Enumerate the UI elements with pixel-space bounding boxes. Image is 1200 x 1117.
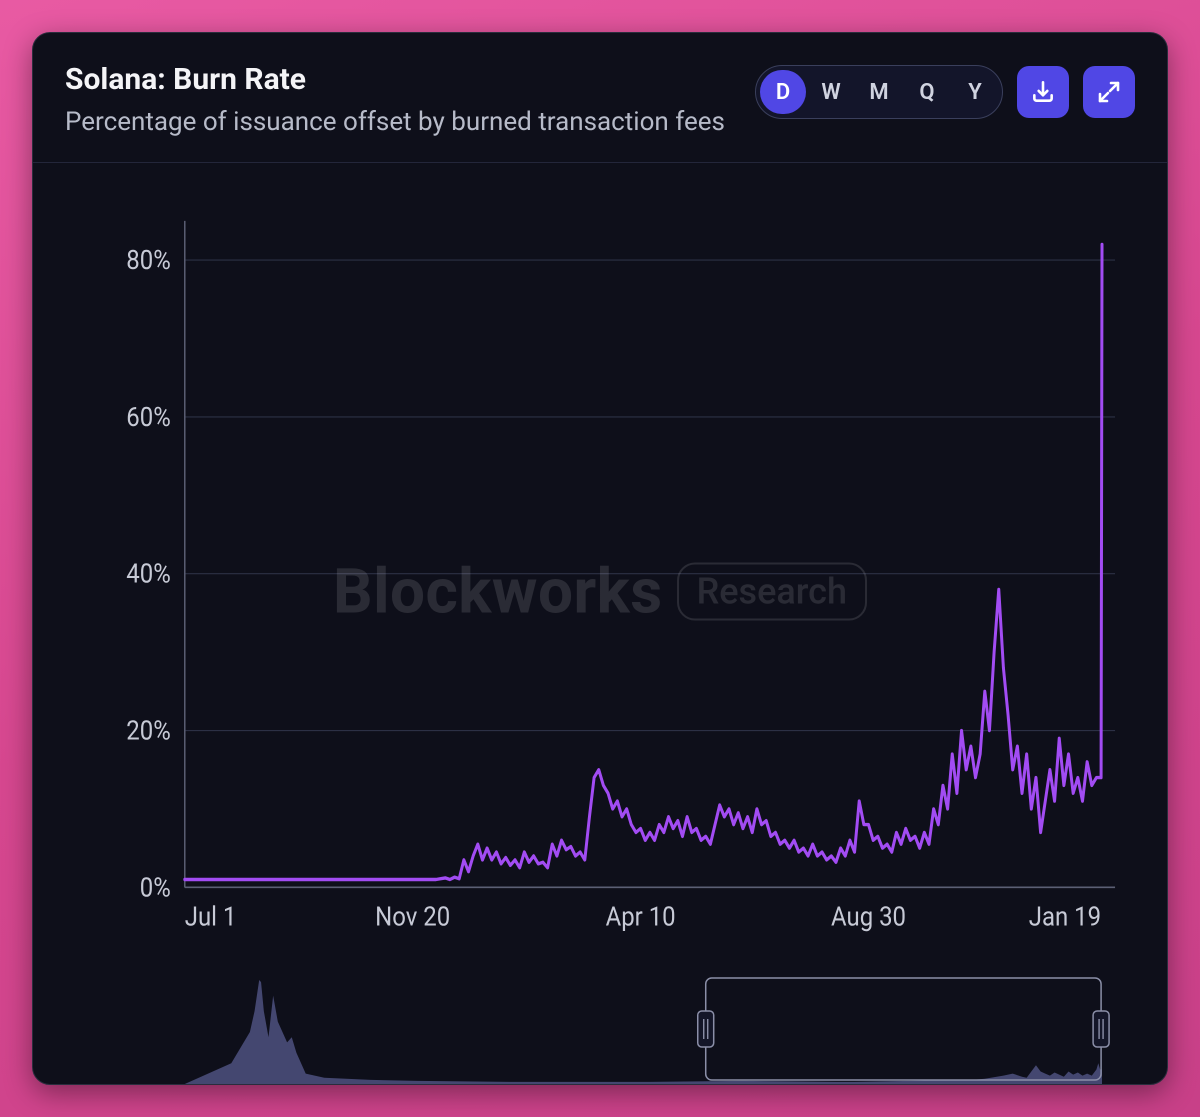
download-button[interactable] xyxy=(1017,66,1069,118)
svg-text:40%: 40% xyxy=(126,558,170,590)
brush-chart[interactable] xyxy=(65,974,1135,1084)
timeframe-y-button[interactable]: Y xyxy=(952,70,998,114)
svg-text:0%: 0% xyxy=(140,872,171,904)
svg-text:60%: 60% xyxy=(126,401,170,433)
svg-text:Apr 10: Apr 10 xyxy=(606,901,676,933)
timeframe-toggle-group: DWMQY xyxy=(755,65,1003,119)
svg-text:Nov 20: Nov 20 xyxy=(375,901,450,933)
expand-icon xyxy=(1097,80,1121,104)
expand-button[interactable] xyxy=(1083,66,1135,118)
chart-card: Solana: Burn Rate Percentage of issuance… xyxy=(32,32,1168,1085)
download-icon xyxy=(1030,79,1056,105)
title-block: Solana: Burn Rate Percentage of issuance… xyxy=(65,61,735,140)
svg-text:Jan 19: Jan 19 xyxy=(1029,901,1101,933)
header-controls: DWMQY xyxy=(755,65,1135,119)
timeframe-m-button[interactable]: M xyxy=(856,70,902,114)
chart-body: Blockworks Research 0%20%40%60%80%Jul 1N… xyxy=(33,163,1167,1084)
chart-title: Solana: Burn Rate xyxy=(65,61,735,99)
brush-chart-svg xyxy=(65,974,1135,1084)
svg-text:Aug 30: Aug 30 xyxy=(831,901,906,933)
timeframe-d-button[interactable]: D xyxy=(760,70,806,114)
svg-text:80%: 80% xyxy=(126,244,170,276)
main-chart-svg: 0% 20% 40% 60% 80% Jul 1 Nov 20 Apr 10 Aug 30 Jan… xyxy=(65,187,1135,966)
svg-text:20%: 20% xyxy=(126,715,170,747)
timeframe-w-button[interactable]: W xyxy=(808,70,854,114)
main-chart[interactable]: Blockworks Research 0%20%40%60%80%Jul 1N… xyxy=(65,187,1135,966)
chart-subtitle: Percentage of issuance offset by burned … xyxy=(65,105,735,140)
svg-text:Jul 1: Jul 1 xyxy=(185,901,237,933)
timeframe-q-button[interactable]: Q xyxy=(904,70,950,114)
card-header: Solana: Burn Rate Percentage of issuance… xyxy=(33,33,1167,163)
